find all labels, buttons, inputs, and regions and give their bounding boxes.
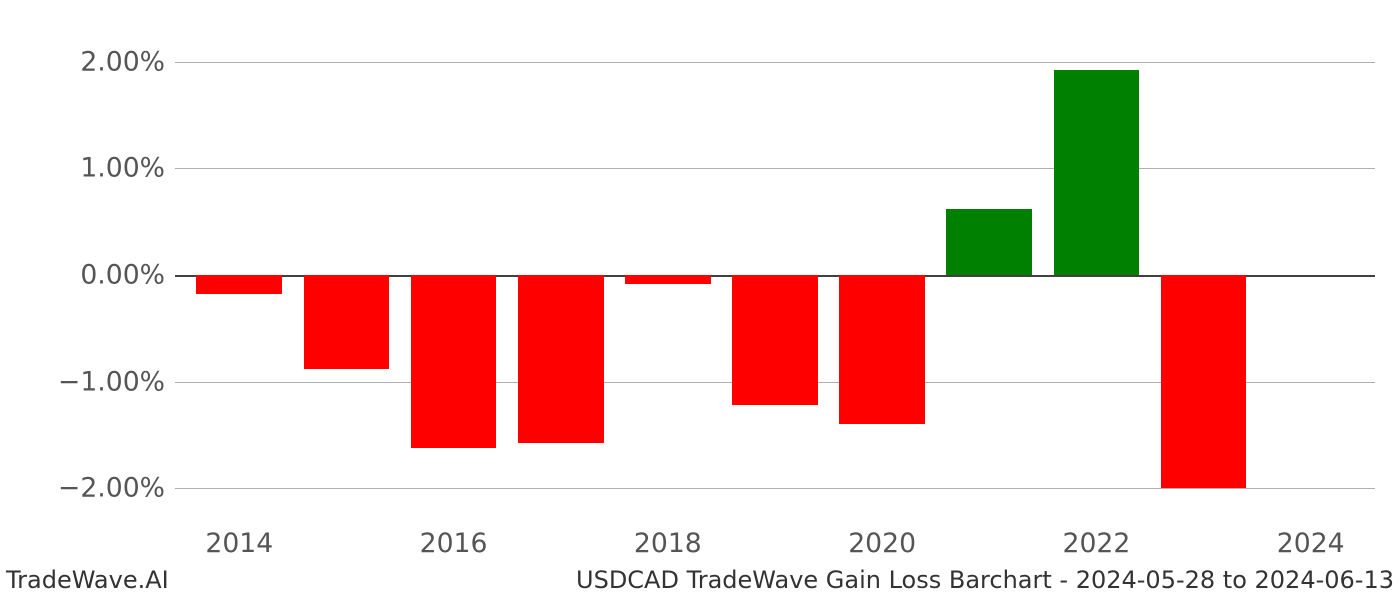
y-tick-label: 0.00% bbox=[80, 260, 175, 291]
bar bbox=[196, 275, 282, 294]
bar bbox=[1161, 275, 1247, 488]
y-tick-label: 1.00% bbox=[80, 153, 175, 184]
bar bbox=[518, 275, 604, 443]
bar bbox=[411, 275, 497, 448]
x-tick-label: 2018 bbox=[634, 520, 702, 559]
plot-area: −2.00%−1.00%0.00%1.00%2.00%2014201620182… bbox=[175, 30, 1375, 520]
y-tick-label: 2.00% bbox=[80, 46, 175, 77]
footer-brand: TradeWave.AI bbox=[6, 566, 169, 594]
x-tick-label: 2016 bbox=[420, 520, 488, 559]
gridline bbox=[175, 62, 1375, 63]
bar bbox=[625, 275, 711, 284]
y-tick-label: −1.00% bbox=[58, 366, 175, 397]
gridline bbox=[175, 488, 1375, 489]
bar bbox=[1054, 70, 1140, 275]
bar bbox=[946, 209, 1032, 275]
x-tick-label: 2022 bbox=[1063, 520, 1131, 559]
gridline bbox=[175, 168, 1375, 169]
footer-caption: USDCAD TradeWave Gain Loss Barchart - 20… bbox=[576, 566, 1394, 594]
y-tick-label: −2.00% bbox=[58, 473, 175, 504]
x-tick-label: 2024 bbox=[1277, 520, 1345, 559]
x-tick-label: 2014 bbox=[205, 520, 273, 559]
x-tick-label: 2020 bbox=[848, 520, 916, 559]
bar bbox=[304, 275, 390, 369]
bar bbox=[839, 275, 925, 424]
bar bbox=[732, 275, 818, 405]
chart-container: −2.00% −1.00% 0.00% 1.00% 2.00% 2014 2016 2018 2… bbox=[0, 0, 1400, 600]
